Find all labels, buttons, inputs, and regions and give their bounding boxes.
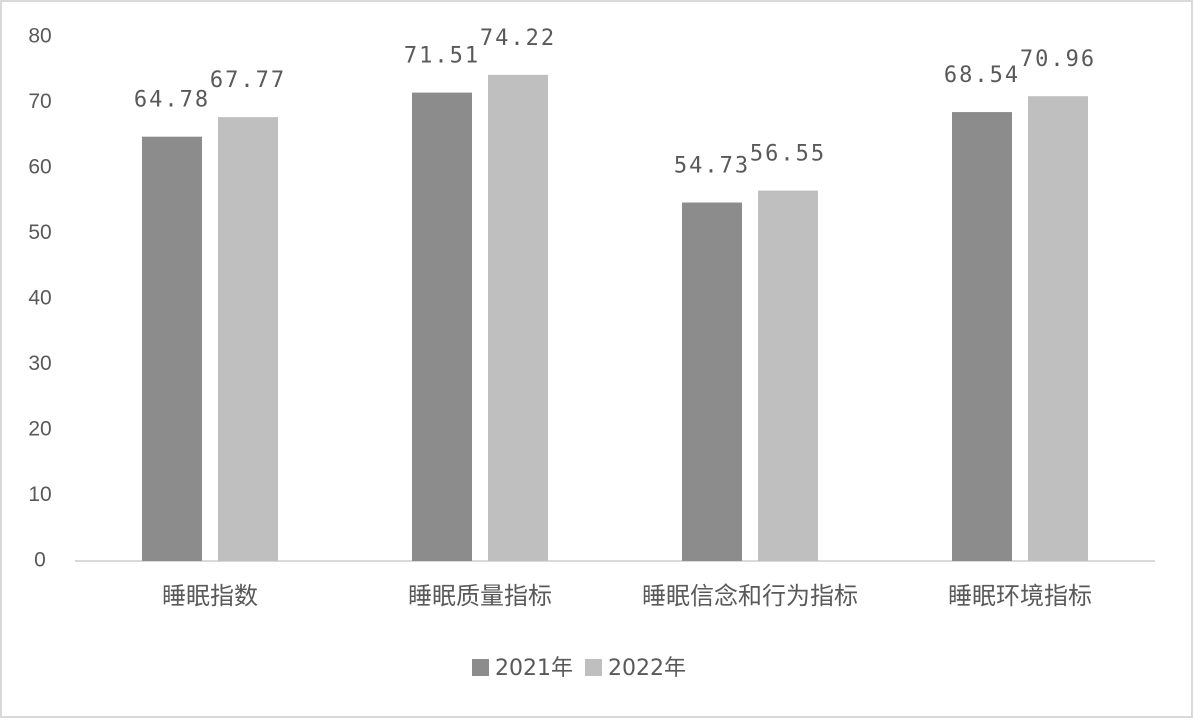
bar: [218, 117, 278, 561]
y-tick-label: 70: [28, 90, 51, 113]
y-tick-label: 0: [34, 549, 46, 572]
y-tick-label: 50: [28, 221, 51, 244]
bar: [488, 74, 548, 561]
value-label: 54.73: [674, 154, 750, 179]
value-label: 56.55: [750, 142, 826, 167]
legend-label: 2021年: [495, 656, 573, 681]
y-tick-label: 20: [28, 418, 51, 441]
value-label: 67.77: [210, 68, 286, 93]
value-label: 70.96: [1020, 47, 1096, 72]
legend-swatch: [472, 659, 489, 676]
bar: [758, 190, 818, 561]
value-label: 74.22: [480, 26, 556, 51]
legend-swatch: [585, 659, 602, 676]
legend-label: 2022年: [608, 656, 686, 681]
y-tick-label: 40: [28, 287, 51, 310]
bar: [682, 202, 742, 561]
bar: [412, 92, 472, 561]
x-tick-label: 睡眠信念和行为指标: [642, 582, 858, 610]
x-tick-label: 睡眠质量指标: [408, 582, 552, 610]
value-label: 64.78: [134, 88, 210, 113]
y-tick-label: 80: [28, 25, 51, 48]
value-label: 68.54: [944, 63, 1020, 88]
value-label: 71.51: [404, 44, 480, 69]
x-tick-label: 睡眠指数: [162, 582, 258, 610]
x-tick-label: 睡眠环境指标: [948, 582, 1092, 610]
bar: [1028, 96, 1088, 561]
y-tick-label: 60: [28, 156, 51, 179]
bar: [952, 112, 1012, 562]
bar: [142, 136, 202, 562]
y-tick-label: 30: [28, 352, 51, 375]
y-tick-label: 10: [28, 483, 51, 506]
